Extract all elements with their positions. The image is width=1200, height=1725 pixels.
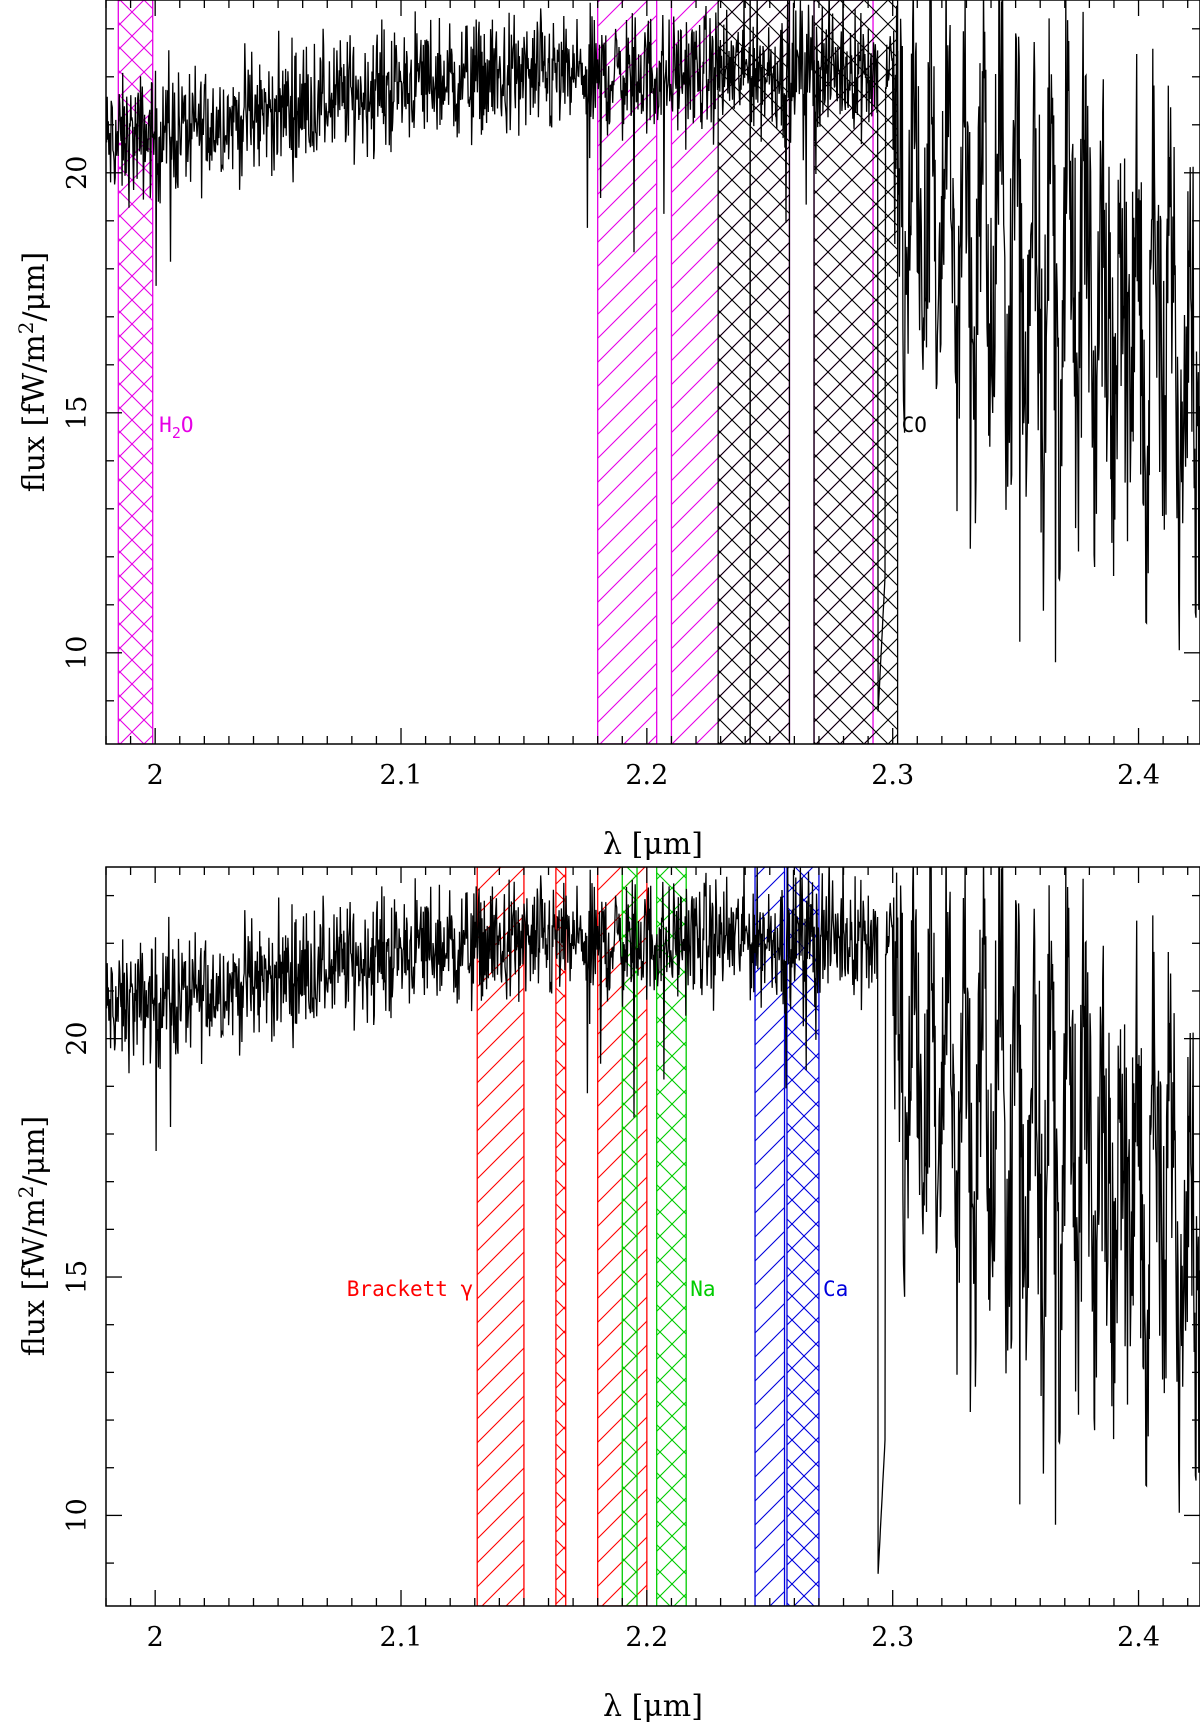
bottom-x-axis-label: λ [μm] bbox=[603, 1689, 703, 1724]
bottom-x-tick-label: 2.1 bbox=[380, 1622, 423, 1653]
top-panel: 2 2.1 2.2 2.3 2.4 10 15 20 H2O CO λ [μm] flux [… bbox=[14, 0, 1200, 862]
top-annotation-0: H2O bbox=[159, 413, 193, 442]
top-y-tick-label: 10 bbox=[62, 636, 93, 670]
bottom-y-tick-labels: 10 15 20 bbox=[62, 1021, 93, 1532]
bottom-annotations: Brackett γ Na Ca bbox=[347, 1277, 848, 1301]
bottom-spectrum-line bbox=[106, 867, 1200, 1574]
top-y-tick-labels: 10 15 20 bbox=[62, 156, 93, 670]
top-x-tick-labels: 2 2.1 2.2 2.3 2.4 bbox=[147, 760, 1160, 791]
top-spectrum-line bbox=[106, 0, 1200, 712]
top-annotation-1: CO bbox=[902, 413, 927, 437]
top-x-tick-label: 2 bbox=[147, 760, 164, 791]
bottom-y-tick-label: 15 bbox=[62, 1260, 93, 1294]
bottom-y-tick-label: 20 bbox=[62, 1021, 93, 1055]
bottom-band-5 bbox=[754, 867, 786, 1606]
bottom-annotation-1: Na bbox=[690, 1277, 715, 1301]
top-annotations: H2O CO bbox=[159, 413, 927, 442]
bottom-ticks bbox=[105, 867, 1200, 1606]
top-x-tick-label: 2.1 bbox=[380, 760, 423, 791]
top-x-axis-label: λ [μm] bbox=[603, 827, 703, 862]
bottom-x-tick-label: 2.3 bbox=[871, 1622, 914, 1653]
top-y-axis-label: flux [fW/m2/μm] bbox=[14, 252, 52, 492]
bottom-y-tick-label: 10 bbox=[62, 1498, 93, 1532]
bottom-x-tick-label: 2 bbox=[147, 1622, 164, 1653]
bottom-x-tick-label: 2.4 bbox=[1117, 1622, 1160, 1653]
top-x-tick-label: 2.3 bbox=[871, 760, 914, 791]
bottom-band-0 bbox=[476, 867, 525, 1606]
top-band-3 bbox=[717, 0, 751, 744]
bottom-x-tick-label: 2.2 bbox=[625, 1622, 668, 1653]
bottom-y-axis-label: flux [fW/m2/μm] bbox=[14, 1116, 52, 1356]
bottom-x-tick-labels: 2 2.1 2.2 2.3 2.4 bbox=[147, 1622, 1160, 1653]
bottom-annotation-2: Ca bbox=[823, 1277, 848, 1301]
top-y-tick-label: 15 bbox=[62, 396, 93, 430]
bottom-band-1 bbox=[555, 867, 567, 1606]
top-y-tick-label: 20 bbox=[62, 156, 93, 190]
bottom-plot-frame bbox=[105, 866, 1200, 1607]
top-plot-frame bbox=[105, 0, 1200, 745]
bottom-annotation-0: Brackett γ bbox=[347, 1277, 473, 1301]
top-x-tick-label: 2.4 bbox=[1117, 760, 1160, 791]
top-ticks bbox=[105, 0, 1200, 744]
bottom-bands bbox=[476, 867, 820, 1606]
bottom-band-4 bbox=[656, 867, 687, 1606]
top-band-6 bbox=[813, 0, 899, 744]
top-x-tick-label: 2.2 bbox=[625, 760, 668, 791]
bottom-panel: 2 2.1 2.2 2.3 2.4 10 15 20 Brackett γ Na Ca λ [μ… bbox=[14, 866, 1200, 1724]
top-bands bbox=[117, 0, 899, 744]
